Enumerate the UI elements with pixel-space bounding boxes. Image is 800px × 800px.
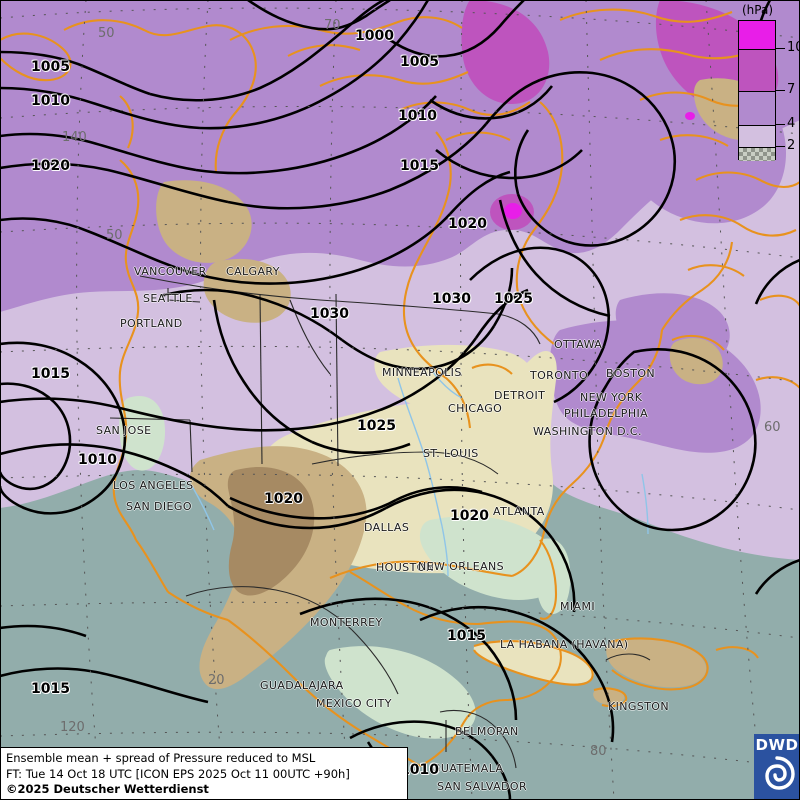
- dwd-logo: DWD: [754, 734, 800, 800]
- coastline-layer: [0, 8, 800, 767]
- river-layer: [191, 367, 649, 577]
- legend-swatch: [739, 21, 775, 49]
- caption-title: Ensemble mean + spread of Pressure reduc…: [6, 751, 316, 766]
- legend-swatch: [739, 49, 775, 91]
- caption-copyright: ©2025 Deutscher Wetterdienst: [6, 781, 209, 796]
- caption-forecast-time: FT: Tue 14 Oct 18 UTC [ICON EPS 2025 Oct…: [6, 766, 350, 781]
- legend: (hPa) 10 7 4 2: [728, 0, 800, 172]
- legend-tick-mark: [776, 146, 785, 147]
- legend-color-bar: [738, 20, 776, 161]
- legend-tick-mark: [776, 90, 785, 91]
- border-layer: [109, 275, 651, 769]
- legend-tick-mark: [776, 48, 785, 49]
- legend-swatch: [739, 125, 775, 147]
- dwd-logo-text: DWD: [755, 736, 799, 754]
- legend-tick-label: 4: [787, 116, 796, 131]
- legend-swatch: [739, 91, 775, 125]
- caption-box: Ensemble mean + spread of Pressure reduc…: [0, 747, 408, 800]
- legend-tick-label: 7: [787, 82, 796, 97]
- legend-swatch: [739, 147, 775, 161]
- legend-tick-label: 10: [787, 40, 800, 55]
- legend-tick-label: 2: [787, 138, 796, 153]
- legend-units-label: (hPa): [742, 3, 774, 17]
- spread-band-gt10: [504, 112, 695, 219]
- legend-tick-mark: [776, 124, 785, 125]
- dwd-spiral-icon: [765, 756, 795, 790]
